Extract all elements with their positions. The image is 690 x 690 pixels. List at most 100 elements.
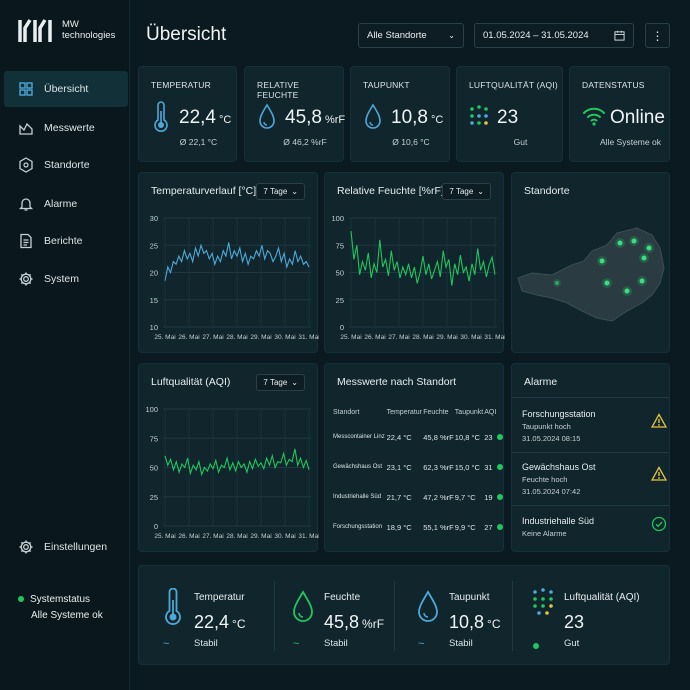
brand-logo[interactable]: MW technologies: [18, 16, 115, 44]
table-header-row: Standort Temperatur Feuchte Taupunkt AQI: [333, 402, 503, 422]
range-select[interactable]: 7 Tage ⌄: [442, 183, 491, 200]
system-status-value: Alle Systeme ok: [31, 610, 103, 621]
y-tick-label: 75: [150, 434, 158, 443]
chart-luftqualitaet: 0 25 50 75 100 25. Mai 26. Mai 27. Mai 28. Mai 29…: [138, 363, 319, 552]
kpi-sub: Alle Systeme ok: [600, 137, 661, 147]
chevron-down-icon: ⌄: [448, 31, 455, 40]
alarm-item[interactable]: Gewächshaus Ost Feuchte hoch 31.05.2024 …: [522, 460, 667, 498]
summary-label: Temperatur: [194, 592, 245, 603]
y-tick-label: 0: [154, 522, 158, 531]
y-tick-label: 25: [336, 296, 344, 305]
alarm-name: Industriehalle Süd: [522, 516, 595, 526]
kpi-sub: Gut: [513, 137, 528, 147]
sidebar-item-label: Alarme: [44, 198, 78, 210]
table-row[interactable]: Gewächshaus Ost 23,1 °C 62,3 %rF 15,0 °C…: [333, 452, 503, 482]
kpi-value: 22,4 °C: [179, 107, 232, 128]
x-tick-label: 27. Mai: [202, 533, 223, 540]
summary-value: 23: [564, 612, 585, 632]
map-austria[interactable]: [512, 203, 671, 353]
cell-aqi: 27: [484, 522, 493, 532]
chart-temperatur: 10 15 20 25 30 25. Mai 26. Mai 27. Mai 28. Mai 29…: [138, 172, 319, 353]
alarm-item[interactable]: Industriehalle Süd Keine Alarme: [522, 514, 667, 540]
sidebar-item-standorte[interactable]: Standorte: [4, 147, 128, 183]
summary-sub: Gut: [564, 638, 580, 649]
alarm-detail: Feuchte hoch: [522, 475, 568, 484]
alarm-time: 31.05.2024 08:15: [522, 434, 581, 443]
series-line: [164, 242, 310, 281]
more-options-button[interactable]: ⋮: [645, 23, 670, 48]
alarm-item[interactable]: Forschungsstation Taupunkt hoch 31.05.20…: [522, 407, 667, 445]
location-select-value: Alle Standorte: [367, 30, 427, 41]
summary-bar: Temperatur 22,4 °C ~ Stabil Feuchte 45,8%…: [138, 565, 670, 665]
droplet-icon: [365, 103, 381, 129]
kpi-label: DATENSTATUS: [582, 80, 645, 90]
chart-title: Relative Feuchte [%rF]: [337, 185, 444, 197]
x-tick-label: 26. Mai: [364, 334, 385, 341]
x-tick-label: 28. Mai: [226, 533, 247, 540]
x-tick-label: 31. Mai: [298, 533, 319, 540]
brand-line1: MW: [62, 19, 79, 30]
range-select[interactable]: 7 Tage ⌄: [256, 183, 305, 200]
trend-wave-icon: ~: [163, 638, 170, 650]
x-tick-label: 29. Mai: [250, 533, 271, 540]
summary-label: Taupunkt: [449, 592, 490, 603]
table-header: AQI: [484, 408, 497, 416]
status-dot-icon: [496, 433, 503, 440]
chevron-down-icon: ⌄: [477, 187, 484, 196]
kpi-value: 23: [497, 107, 519, 128]
table-row[interactable]: Industriehalle Süd 21,7 °C 47,2 %rF 9,7 …: [333, 482, 503, 512]
sidebar-item-alarme[interactable]: Alarme: [4, 186, 128, 222]
sidebar-item-uebersicht[interactable]: Übersicht: [4, 71, 128, 107]
x-tick-label: 26. Mai: [178, 334, 199, 341]
alarm-detail: Keine Alarme: [522, 529, 567, 538]
report-icon: [20, 233, 32, 249]
chart-feuchte: 0 25 50 75 100 25. Mai 26. Mai 27. Mai 28. Mai 29…: [324, 172, 505, 353]
status-dot-icon: [18, 596, 24, 603]
chart-title: Luftqualität (AQI): [151, 376, 231, 388]
sidebar-item-system[interactable]: System: [4, 261, 128, 297]
kpi-card-taupunkt: TAUPUNKT 10,8 °C Ø 10,6 °C: [350, 66, 450, 162]
x-tick-label: 27. Mai: [388, 334, 409, 341]
date-range-picker[interactable]: 01.05.2024 – 31.05.2024: [474, 23, 634, 48]
summary-value: 10,8 °C: [449, 612, 501, 632]
main-content: Übersicht Alle Standorte ⌄ 01.05.2024 – …: [130, 0, 690, 690]
chart-temperatur-plot: 10 15 20 25 30 25. Mai 26. Mai 27. Mai 28. Mai 29…: [150, 214, 319, 341]
summary-sub: Stabil: [324, 638, 348, 649]
status-dot-icon: [496, 463, 503, 470]
summary-value: 45,8 %rF: [324, 612, 385, 632]
location-select[interactable]: Alle Standorte ⌄: [358, 23, 464, 48]
range-select[interactable]: 7 Tage ⌄: [256, 374, 305, 391]
alarm-detail: Taupunkt hoch: [522, 422, 571, 431]
kpi-card-temperatur: TEMPERATUR 22,4 °C Ø 22,1 °C: [138, 66, 237, 162]
droplet-icon: [418, 590, 438, 622]
summary-sub: Stabil: [194, 638, 218, 649]
calendar-icon: [614, 30, 625, 41]
summary-value: 22,4 °C: [194, 612, 246, 632]
brand-line2: technologies: [62, 30, 116, 41]
status-dot-icon: [533, 640, 539, 652]
y-tick-label: 10: [150, 323, 158, 332]
x-tick-label: 30. Mai: [460, 334, 481, 341]
x-tick-label: 28. Mai: [226, 334, 247, 341]
divider: [512, 397, 669, 398]
cell-name: Gewächshaus Ost: [333, 464, 383, 470]
page-title: Übersicht: [146, 24, 227, 45]
check-icon: [651, 516, 667, 532]
settings-label: Einstellungen: [44, 541, 108, 553]
date-range-value: 01.05.2024 – 31.05.2024: [483, 30, 589, 41]
chart-icon: [19, 122, 33, 135]
trend-wave-icon: ~: [418, 638, 425, 650]
sidebar-item-berichte[interactable]: Berichte: [4, 223, 128, 259]
sidebar-item-label: Übersicht: [44, 83, 89, 95]
summary-label: Luftqualität (AQI): [564, 592, 640, 603]
table-row[interactable]: Messcontainer Linz 22,4 °C 45,8 %rF 10,8…: [333, 422, 503, 452]
settings-button[interactable]: Einstellungen: [4, 529, 128, 565]
kpi-label: TAUPUNKT: [363, 80, 410, 90]
x-tick-label: 30. Mai: [274, 334, 295, 341]
sidebar-item-label: Standorte: [44, 159, 90, 171]
x-tick-label: 25. Mai: [340, 334, 361, 341]
y-tick-label: 25: [150, 241, 158, 250]
sidebar-item-messwerte[interactable]: Messwerte: [4, 110, 128, 146]
table-row[interactable]: Forschungsstation 18,9 °C 55,1 %rF 9,9 °…: [333, 512, 503, 542]
x-tick-label: 25. Mai: [154, 533, 175, 540]
